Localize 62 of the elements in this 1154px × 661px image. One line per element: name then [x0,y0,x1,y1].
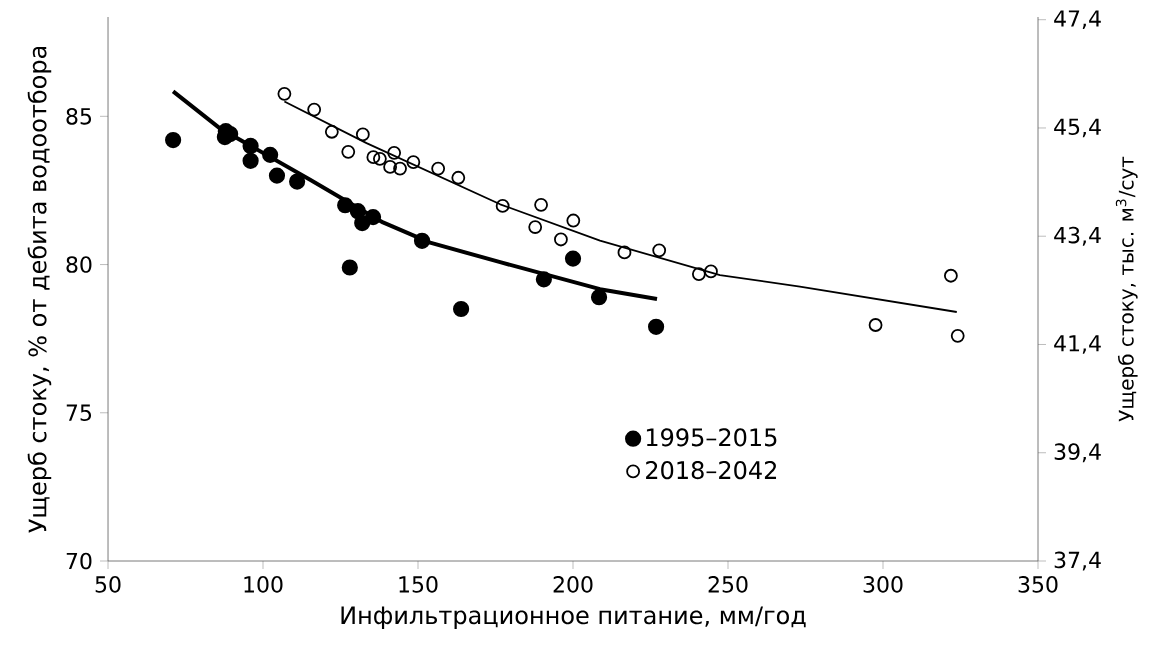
point [704,264,718,279]
point [307,102,322,117]
y2-tick-label: 45,4 [1054,118,1101,138]
x-tick-label: 150 [399,576,438,593]
x-tick-label: 250 [708,576,748,593]
y-axis-title: Ущерб стоку, % от дебита водоотбора [27,46,52,533]
point [387,145,402,160]
point [495,199,510,213]
point [393,161,407,176]
x-tick-label: 200 [553,576,593,593]
x-tick-label: 300 [863,576,903,593]
point [566,213,581,228]
x-axis-title: Инфильтрационное питание, мм/год [341,606,806,629]
point [451,170,466,185]
point [242,152,259,169]
legend-label: 2018–2042 [646,461,777,480]
point [324,124,339,139]
point [406,155,421,169]
point [535,271,552,288]
point [341,259,358,276]
point [564,250,582,267]
point [534,197,548,212]
point [341,144,356,159]
y2-tick-label: 43,4 [1054,226,1101,246]
point [528,220,543,234]
point [868,318,883,332]
point [242,137,259,155]
y-tick-label: 70 [66,552,92,570]
y-tick-label: 85 [66,108,92,125]
point [372,151,387,166]
point [944,268,958,283]
point [289,173,306,190]
point [277,86,292,101]
point [617,245,632,260]
point [554,232,568,247]
point [268,167,286,184]
point [165,131,182,149]
point [652,243,667,258]
point [950,328,965,343]
y2-axis-title: Ущерб стоку, тыс. м$^{3}$/сут [1115,156,1138,422]
point [431,161,446,176]
legend-label: 1995–2015 [646,428,777,447]
x-tick-label: 350 [1018,576,1058,593]
x-tick-label: 100 [244,576,283,593]
point [691,267,706,282]
point [383,160,398,174]
point [413,232,431,249]
y2-tick-label: 39,4 [1054,443,1101,463]
y-tick-label: 80 [66,256,92,273]
y2-tick-label: 47,4 [1054,10,1101,29]
point [647,318,665,335]
point [262,146,279,163]
y2-tick-label: 41,4 [1054,335,1101,354]
point [590,289,608,306]
point [453,300,470,318]
point [366,150,381,165]
point [364,209,382,226]
x-tick-label: 50 [95,576,121,593]
point [337,197,354,214]
y-tick-label: 75 [66,404,92,421]
point [355,127,370,142]
y2-tick-label: 37,4 [1054,551,1101,571]
